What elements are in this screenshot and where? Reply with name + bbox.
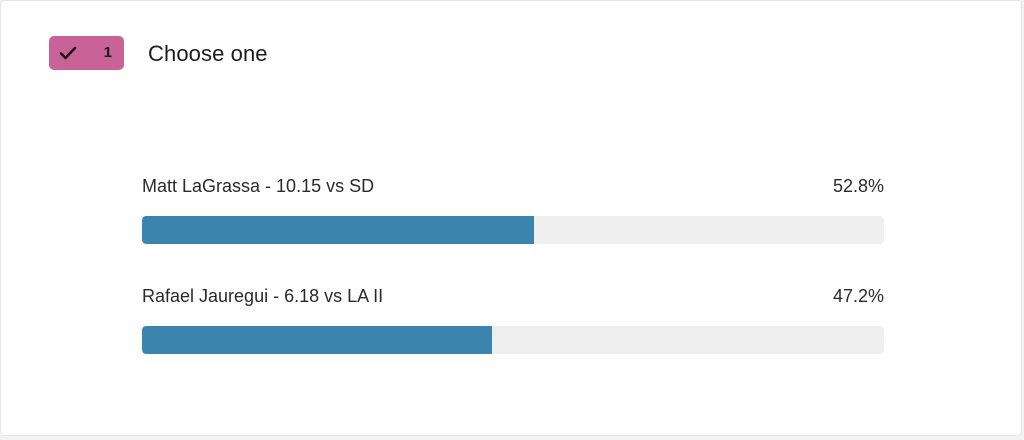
result-bar-fill xyxy=(142,216,534,244)
option-percent: 52.8% xyxy=(832,176,884,196)
option-label: Rafael Jauregui - 6.18 vs LA II xyxy=(142,286,384,306)
option-label: Matt LaGrassa - 10.15 vs SD xyxy=(142,176,375,196)
answered-badge: 1 xyxy=(49,36,124,70)
poll-option: Rafael Jauregui - 6.18 vs LA II 47.2% xyxy=(142,286,884,358)
result-bar-track xyxy=(142,326,884,354)
poll-question: Choose one xyxy=(148,41,268,66)
result-bar-track xyxy=(142,216,884,244)
option-percent: 47.2% xyxy=(832,286,884,306)
check-icon xyxy=(59,46,77,60)
result-bar-fill xyxy=(142,326,493,354)
answered-count: 1 xyxy=(103,44,112,61)
poll-option: Matt LaGrassa - 10.15 vs SD 52.8% xyxy=(142,176,884,248)
